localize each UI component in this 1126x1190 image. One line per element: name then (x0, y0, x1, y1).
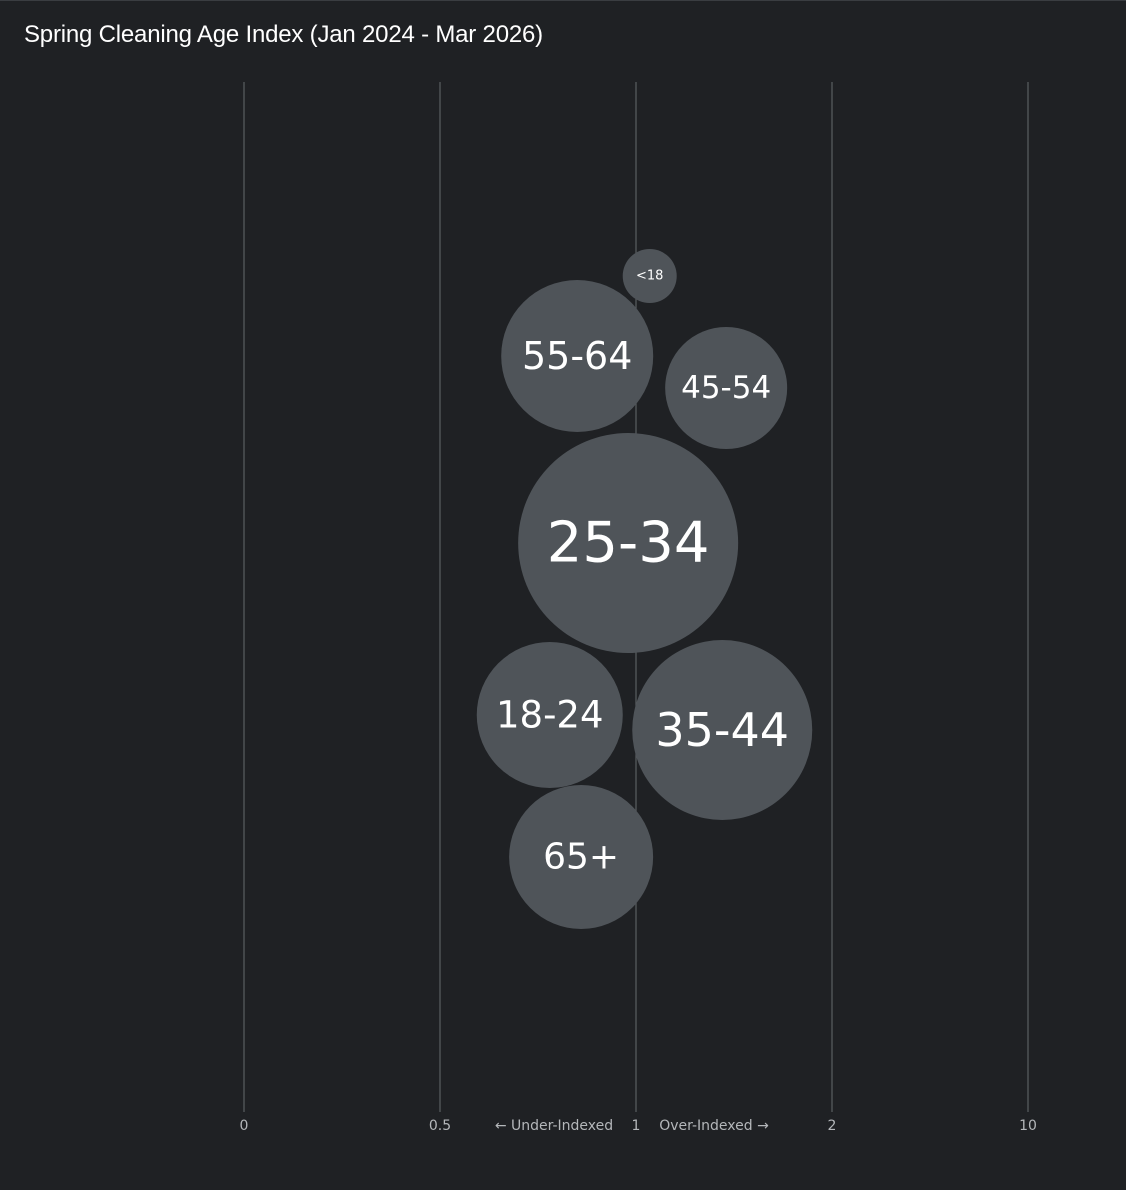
bubble-65: 65+ (509, 785, 654, 929)
x-axis: ← Under-Indexed Over-Indexed → 0 0.5 1 2 10 (240, 1118, 1037, 1134)
bubble-label: 18-24 (496, 694, 604, 737)
bubble-circle (518, 433, 739, 653)
bubble-55-64: 55-64 (501, 280, 654, 432)
bubble-label: 55-64 (522, 334, 632, 378)
x-tick-label: 0 (240, 1118, 249, 1134)
x-tick-label: 2 (828, 1118, 837, 1134)
bubble-circle (632, 640, 813, 820)
bubble-label: <18 (636, 269, 663, 284)
bubble-label: 45-54 (681, 370, 771, 406)
bubble-18: <18 (622, 249, 677, 303)
bubble-layer: <18 55-64 45-54 25-34 18-24 35-44 65+ (476, 249, 813, 929)
x-tick-label: 0.5 (429, 1118, 451, 1134)
bubble-circle (476, 642, 623, 788)
over-indexed-annotation: Over-Indexed → (659, 1118, 769, 1134)
chart-title: Spring Cleaning Age Index (Jan 2024 - Ma… (24, 21, 543, 48)
bubble-18-24: 18-24 (476, 642, 623, 788)
bubble-circle (501, 280, 654, 432)
x-tick-label: 10 (1019, 1118, 1037, 1134)
bubble-circle (665, 327, 788, 449)
bubble-25-34: 25-34 (518, 433, 739, 653)
under-indexed-annotation: ← Under-Indexed (495, 1118, 613, 1134)
bubble-45-54: 45-54 (665, 327, 788, 449)
bubble-label: 25-34 (547, 511, 710, 576)
bubble-label: 35-44 (655, 703, 789, 757)
bubble-label: 65+ (543, 837, 619, 878)
bubble-circle (622, 249, 677, 303)
bubble-35-44: 35-44 (632, 640, 813, 820)
bubble-circle (509, 785, 654, 929)
x-tick-label: 1 (632, 1118, 641, 1134)
